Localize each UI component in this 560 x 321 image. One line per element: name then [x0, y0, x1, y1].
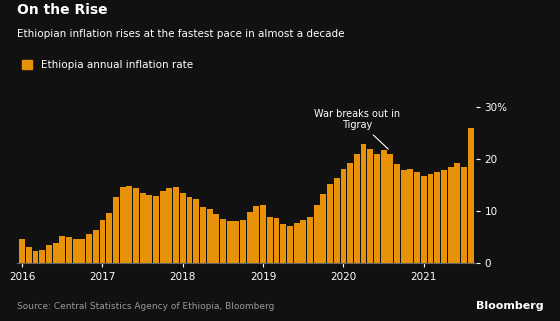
Bar — [120, 187, 125, 263]
Bar — [374, 154, 380, 263]
Bar — [220, 219, 226, 263]
Bar — [180, 193, 186, 263]
Bar — [207, 210, 213, 263]
Text: Bloomberg: Bloomberg — [475, 301, 543, 311]
Bar — [160, 191, 166, 263]
Bar — [461, 167, 467, 263]
Bar — [287, 226, 293, 263]
Bar — [361, 144, 366, 263]
Bar — [280, 224, 286, 263]
Bar — [388, 154, 393, 263]
Text: Source: Central Statistics Agency of Ethiopia, Bloomberg: Source: Central Statistics Agency of Eth… — [17, 302, 274, 311]
Bar — [447, 167, 454, 263]
Bar — [19, 239, 25, 263]
Bar — [73, 239, 78, 263]
Text: Ethiopian inflation rises at the fastest pace in almost a decade: Ethiopian inflation rises at the fastest… — [17, 29, 344, 39]
Bar — [454, 163, 460, 263]
Text: On the Rise: On the Rise — [17, 3, 108, 17]
Bar — [66, 237, 72, 263]
Bar — [113, 197, 119, 263]
Bar — [434, 172, 440, 263]
Bar — [267, 217, 273, 263]
Bar — [274, 218, 279, 263]
Bar — [166, 187, 172, 263]
Bar — [139, 193, 146, 263]
Bar — [234, 221, 239, 263]
Bar — [247, 212, 253, 263]
Bar — [100, 221, 105, 263]
Bar — [186, 197, 193, 263]
Bar — [86, 234, 92, 263]
Bar — [381, 150, 386, 263]
Bar — [414, 172, 420, 263]
Bar — [441, 170, 447, 263]
Bar — [307, 217, 313, 263]
Bar — [314, 205, 320, 263]
Bar — [39, 250, 45, 263]
Bar — [468, 127, 474, 263]
Bar — [401, 170, 407, 263]
Bar — [394, 164, 400, 263]
Bar — [127, 186, 132, 263]
Bar — [347, 163, 353, 263]
Bar — [327, 184, 333, 263]
Bar — [32, 251, 39, 263]
Bar — [340, 169, 347, 263]
Bar — [133, 188, 139, 263]
Bar — [106, 213, 112, 263]
Bar — [53, 243, 59, 263]
Bar — [200, 207, 206, 263]
Legend: Ethiopia annual inflation rate: Ethiopia annual inflation rate — [22, 60, 193, 70]
Bar — [59, 236, 66, 263]
Bar — [427, 173, 433, 263]
Bar — [227, 221, 232, 263]
Bar — [408, 169, 413, 263]
Bar — [46, 245, 52, 263]
Bar — [213, 214, 219, 263]
Text: War breaks out in
Tigray: War breaks out in Tigray — [314, 108, 400, 149]
Bar — [93, 230, 99, 263]
Bar — [320, 194, 326, 263]
Bar — [26, 247, 32, 263]
Bar — [146, 195, 152, 263]
Bar — [354, 154, 360, 263]
Bar — [193, 199, 199, 263]
Bar — [80, 239, 85, 263]
Bar — [300, 220, 306, 263]
Bar — [254, 206, 259, 263]
Bar — [240, 220, 246, 263]
Bar — [334, 178, 340, 263]
Bar — [421, 176, 427, 263]
Bar — [153, 196, 159, 263]
Bar — [173, 187, 179, 263]
Bar — [293, 222, 300, 263]
Bar — [367, 149, 373, 263]
Bar — [260, 205, 266, 263]
